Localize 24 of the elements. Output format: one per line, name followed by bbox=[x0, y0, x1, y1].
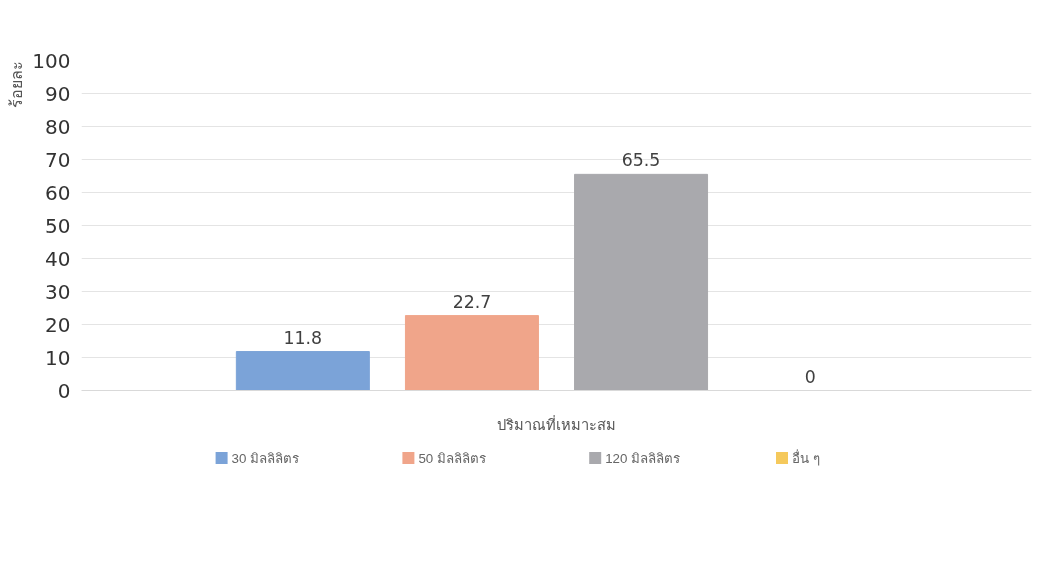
bar bbox=[404, 315, 539, 391]
legend-label: 50 มิลลิลิตร bbox=[418, 450, 486, 466]
y-axis-title: ร้อยละ bbox=[7, 60, 25, 108]
data-label: 65.5 bbox=[621, 150, 661, 171]
y-tick-label: 20 bbox=[45, 312, 71, 337]
x-tick-label: ปริมาณที่เหมาะสม bbox=[497, 414, 616, 433]
legend-label: 120 มิลลิลิตร bbox=[605, 450, 681, 466]
y-tick-label: 90 bbox=[45, 81, 71, 106]
legend-label: 30 มิลลิลิตร bbox=[231, 450, 300, 466]
data-label: 11.8 bbox=[283, 327, 323, 348]
bar bbox=[235, 351, 370, 391]
y-tick-label: 70 bbox=[45, 147, 71, 172]
y-tick-label: 10 bbox=[45, 345, 71, 370]
data-label: 0 bbox=[804, 366, 816, 387]
y-tick-label: 80 bbox=[45, 114, 71, 139]
bar bbox=[574, 173, 709, 391]
y-tick-label: 0 bbox=[57, 378, 71, 403]
legend-label: อื่น ๆ bbox=[792, 448, 820, 466]
data-label: 22.7 bbox=[452, 291, 492, 312]
y-tick-label: 60 bbox=[45, 180, 71, 205]
y-tick-label: 50 bbox=[45, 213, 71, 238]
y-tick-label: 40 bbox=[45, 246, 71, 271]
y-tick-label: 30 bbox=[45, 279, 71, 304]
y-tick-label: 100 bbox=[32, 48, 71, 73]
